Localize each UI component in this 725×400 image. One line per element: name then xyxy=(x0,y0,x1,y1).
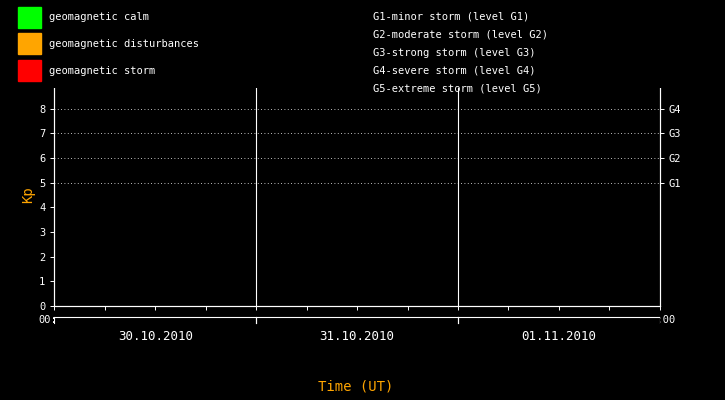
Y-axis label: Kp: Kp xyxy=(21,187,35,203)
Text: G3-strong storm (level G3): G3-strong storm (level G3) xyxy=(373,48,536,58)
Text: geomagnetic disturbances: geomagnetic disturbances xyxy=(49,39,199,49)
Text: Time (UT): Time (UT) xyxy=(318,380,393,394)
Bar xyxy=(18,6,41,28)
Text: 01.11.2010: 01.11.2010 xyxy=(521,330,597,343)
Bar xyxy=(18,60,41,81)
Text: G2-moderate storm (level G2): G2-moderate storm (level G2) xyxy=(373,30,548,40)
Text: G5-extreme storm (level G5): G5-extreme storm (level G5) xyxy=(373,84,542,94)
Bar xyxy=(18,33,41,54)
Text: 31.10.2010: 31.10.2010 xyxy=(320,330,394,343)
Text: geomagnetic calm: geomagnetic calm xyxy=(49,12,149,22)
Text: G1-minor storm (level G1): G1-minor storm (level G1) xyxy=(373,12,529,22)
Text: G4-severe storm (level G4): G4-severe storm (level G4) xyxy=(373,66,536,76)
Text: geomagnetic storm: geomagnetic storm xyxy=(49,66,155,76)
Text: 30.10.2010: 30.10.2010 xyxy=(117,330,193,343)
